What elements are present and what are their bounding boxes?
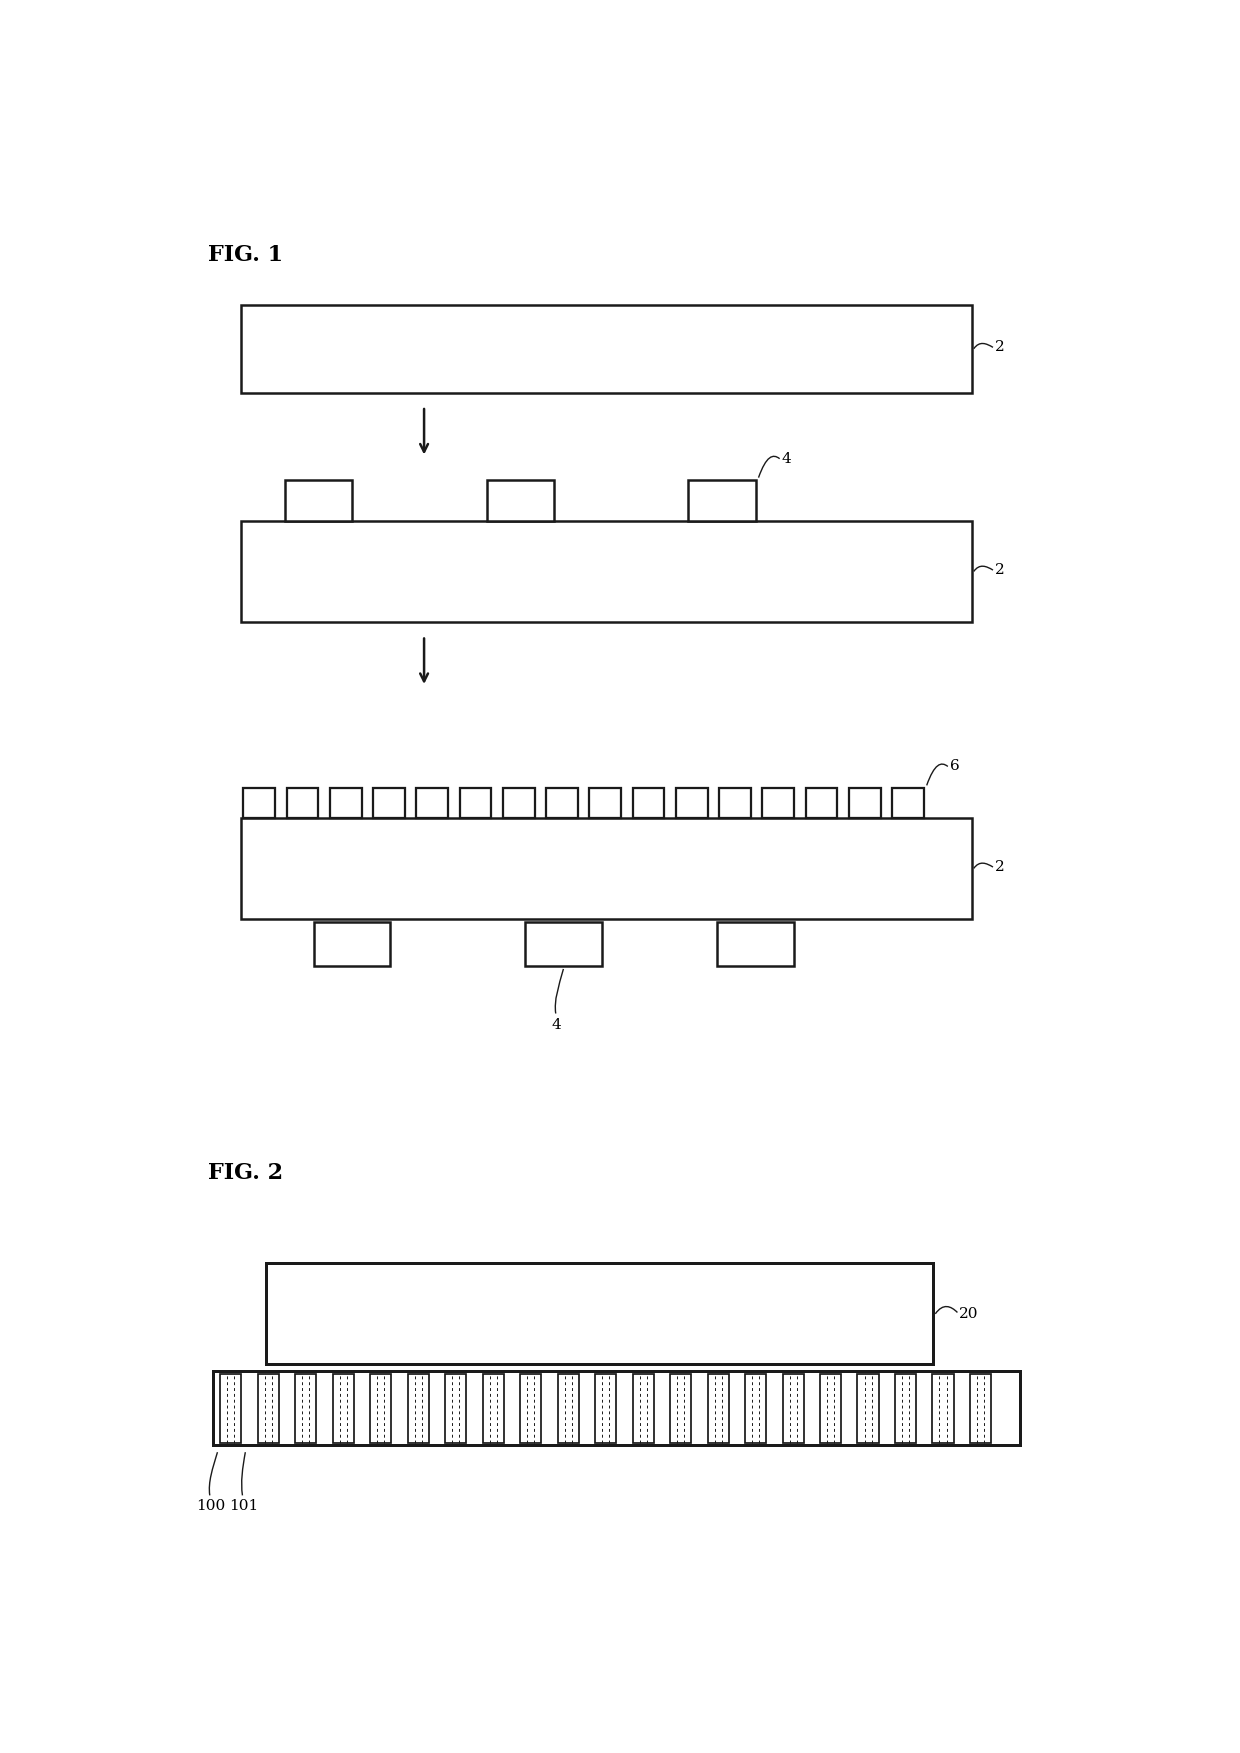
FancyBboxPatch shape	[717, 922, 794, 966]
Text: 2: 2	[994, 340, 1004, 354]
FancyBboxPatch shape	[286, 789, 319, 817]
FancyBboxPatch shape	[213, 1371, 1019, 1446]
FancyBboxPatch shape	[258, 1374, 279, 1443]
FancyBboxPatch shape	[482, 1374, 503, 1443]
Text: 101: 101	[229, 1499, 258, 1513]
FancyBboxPatch shape	[242, 817, 972, 919]
FancyBboxPatch shape	[242, 305, 972, 393]
FancyBboxPatch shape	[371, 1374, 392, 1443]
FancyBboxPatch shape	[445, 1374, 466, 1443]
FancyBboxPatch shape	[745, 1374, 766, 1443]
Text: 4: 4	[781, 452, 791, 466]
FancyBboxPatch shape	[330, 789, 362, 817]
FancyBboxPatch shape	[221, 1374, 242, 1443]
FancyBboxPatch shape	[417, 789, 448, 817]
FancyBboxPatch shape	[892, 789, 924, 817]
Text: 20: 20	[960, 1306, 978, 1320]
FancyBboxPatch shape	[546, 789, 578, 817]
FancyBboxPatch shape	[314, 922, 391, 966]
FancyBboxPatch shape	[806, 789, 837, 817]
Text: 4: 4	[552, 1017, 562, 1031]
FancyBboxPatch shape	[503, 789, 534, 817]
FancyBboxPatch shape	[858, 1374, 879, 1443]
FancyBboxPatch shape	[670, 1374, 691, 1443]
FancyBboxPatch shape	[525, 922, 601, 966]
Text: FIG. 2: FIG. 2	[208, 1162, 283, 1183]
FancyBboxPatch shape	[970, 1374, 991, 1443]
FancyBboxPatch shape	[486, 480, 554, 521]
FancyBboxPatch shape	[589, 789, 621, 817]
FancyBboxPatch shape	[932, 1374, 954, 1443]
Text: 100: 100	[196, 1499, 226, 1513]
FancyBboxPatch shape	[521, 1374, 542, 1443]
Text: FIG. 1: FIG. 1	[208, 244, 283, 266]
FancyBboxPatch shape	[295, 1374, 316, 1443]
FancyBboxPatch shape	[820, 1374, 841, 1443]
FancyBboxPatch shape	[595, 1374, 616, 1443]
FancyBboxPatch shape	[849, 789, 880, 817]
FancyBboxPatch shape	[632, 1374, 653, 1443]
FancyBboxPatch shape	[708, 1374, 729, 1443]
FancyBboxPatch shape	[332, 1374, 353, 1443]
FancyBboxPatch shape	[688, 480, 755, 521]
Text: 2: 2	[994, 861, 1004, 875]
FancyBboxPatch shape	[782, 1374, 804, 1443]
FancyBboxPatch shape	[719, 789, 751, 817]
FancyBboxPatch shape	[460, 789, 491, 817]
Text: 2: 2	[994, 563, 1004, 577]
FancyBboxPatch shape	[558, 1374, 579, 1443]
FancyBboxPatch shape	[373, 789, 404, 817]
FancyBboxPatch shape	[242, 521, 972, 622]
FancyBboxPatch shape	[243, 789, 275, 817]
FancyBboxPatch shape	[285, 480, 352, 521]
FancyBboxPatch shape	[632, 789, 665, 817]
FancyBboxPatch shape	[408, 1374, 429, 1443]
FancyBboxPatch shape	[265, 1264, 934, 1364]
FancyBboxPatch shape	[763, 789, 794, 817]
FancyBboxPatch shape	[676, 789, 708, 817]
Text: 6: 6	[950, 759, 960, 773]
FancyBboxPatch shape	[895, 1374, 916, 1443]
